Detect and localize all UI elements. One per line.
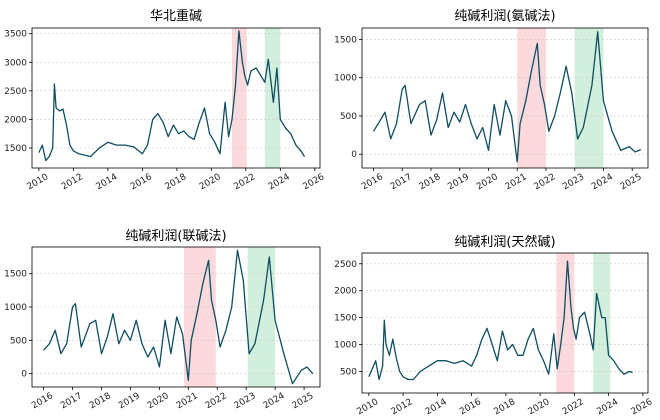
plot-frame	[31, 246, 321, 388]
x-tick-label: 2024	[267, 172, 292, 192]
chart-panel-profit-natural-soda: 纯碱利润(天然碱) 500 1000 1500 2000 2500 2010 2012 2014…	[334, 234, 654, 417]
y-tick-label: 500	[10, 336, 27, 346]
x-tick-label: 2019	[117, 391, 142, 411]
x-tick-label: 2010	[25, 172, 50, 192]
x-tick-label: 2026	[629, 397, 654, 417]
x-tick-label: 2016	[360, 172, 385, 192]
x-tick-label: 2023	[233, 391, 258, 411]
x-tick-label: 2010	[355, 397, 380, 417]
x-tick-label: 2016	[30, 391, 55, 411]
plot-frame	[361, 252, 649, 394]
chart-title: 纯碱利润(联碱法)	[125, 229, 226, 244]
series-line	[372, 31, 642, 163]
x-tick-label: 2022	[533, 172, 558, 192]
x-tick-label: 2019	[446, 172, 471, 192]
y-tick-label: 500	[340, 367, 357, 377]
x-tick-label: 2018	[492, 397, 517, 417]
chart-title: 纯碱利润(氨碱法)	[454, 9, 555, 24]
y-tick-label: 3500	[4, 30, 27, 40]
shaded-band-green	[247, 247, 276, 387]
y-tick-label: 1500	[4, 144, 27, 154]
y-tick-label: 1500	[334, 314, 357, 324]
x-tick-label: 2017	[389, 172, 414, 192]
y-tick-label: 500	[340, 112, 357, 122]
y-tick-label: 0	[21, 370, 27, 380]
x-tick-label: 2020	[475, 172, 500, 192]
chart-title: 纯碱利润(天然碱)	[454, 234, 555, 250]
x-tick-label: 2026	[301, 172, 326, 192]
y-tick-label: 0	[351, 150, 357, 160]
x-tick-label: 2016	[458, 397, 483, 417]
shaded-band-green	[593, 253, 611, 393]
series-line	[368, 260, 633, 381]
chart-title: 华北重碱	[150, 8, 202, 24]
y-tick-label: 1500	[4, 270, 27, 280]
plot-frame	[31, 27, 321, 169]
x-tick-label: 2018	[418, 172, 443, 192]
x-tick-label: 2014	[94, 172, 119, 192]
x-tick-label: 2024	[595, 397, 620, 417]
x-tick-label: 2018	[163, 172, 188, 192]
x-tick-label: 2012	[60, 172, 85, 192]
x-tick-label: 2020	[198, 172, 223, 192]
x-tick-label: 2022	[561, 397, 586, 417]
x-tick-label: 2012	[390, 397, 415, 417]
x-tick-label: 2024	[262, 391, 287, 411]
y-tick-label: 1000	[334, 74, 357, 84]
x-tick-label: 2018	[88, 391, 113, 411]
x-tick-label: 2024	[590, 172, 615, 192]
x-tick-label: 2022	[204, 391, 229, 411]
x-tick-label: 2021	[175, 391, 200, 411]
x-tick-label: 2023	[561, 172, 586, 192]
x-tick-label: 2020	[146, 391, 171, 411]
series-line	[38, 30, 306, 162]
x-tick-label: 2014	[424, 397, 449, 417]
y-tick-label: 1000	[4, 303, 27, 313]
series-line	[43, 249, 314, 385]
x-tick-label: 2025	[291, 391, 316, 411]
y-tick-label: 2000	[334, 287, 357, 297]
plot-frame	[361, 27, 649, 169]
x-tick-label: 2017	[59, 391, 84, 411]
shaded-band-red	[556, 253, 575, 393]
y-tick-label: 3000	[4, 58, 27, 68]
shaded-band-red	[517, 28, 546, 168]
y-tick-label: 2000	[4, 115, 27, 125]
y-tick-label: 1000	[334, 341, 357, 351]
y-tick-label: 2500	[334, 260, 357, 270]
x-tick-label: 2025	[619, 172, 644, 192]
x-tick-label: 2016	[129, 172, 154, 192]
x-tick-label: 2022	[232, 172, 257, 192]
y-tick-label: 2500	[4, 87, 27, 97]
chart-panel-north-china-soda-ash: 华北重碱 1500 2000 2500 3000 3500 2010 2012 2014 2016…	[4, 8, 326, 192]
y-tick-label: 1500	[334, 35, 357, 45]
x-tick-label: 2020	[527, 397, 552, 417]
x-tick-label: 2021	[504, 172, 529, 192]
